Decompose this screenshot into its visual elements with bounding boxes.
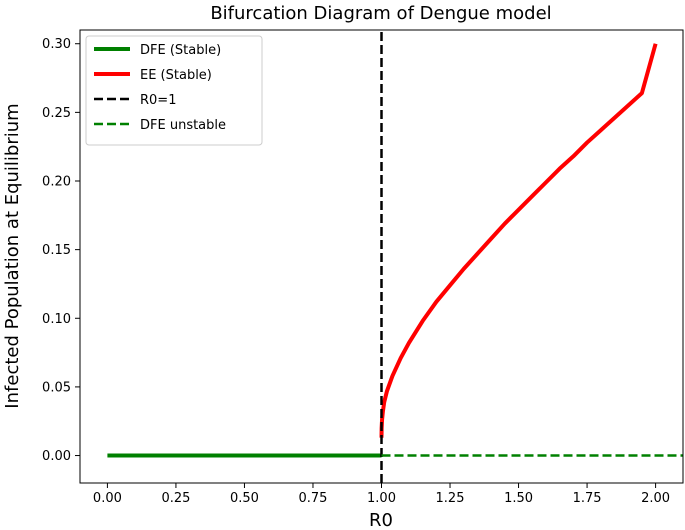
x-tick-label: 1.75	[573, 491, 602, 506]
y-tick-label: 0.10	[42, 312, 71, 327]
x-tick-label: 2.00	[641, 491, 670, 506]
y-tick-label: 0.25	[42, 106, 71, 121]
y-tick-label: 0.05	[42, 380, 71, 395]
x-tick-label: 0.25	[161, 491, 190, 506]
series-line-ee-stable	[379, 43, 658, 438]
x-tick-label: 1.25	[436, 491, 465, 506]
legend: DFE (Stable) EE (Stable) R0=1 DFE unstable	[85, 35, 263, 146]
x-tick-label: 1.00	[367, 491, 396, 506]
x-tick-label: 0.00	[93, 491, 122, 506]
legend-box	[85, 35, 263, 146]
y-axis-label: Infected Population at Equilibrium	[2, 103, 23, 408]
legend-label-dfe-stable: DFE (Stable)	[140, 43, 221, 58]
x-axis-ticks: 0.00 0.25 0.50 0.75 1.00 1.25 1.50 1.75 2.00	[93, 483, 670, 506]
y-tick-label: 0.15	[42, 243, 71, 258]
x-tick-label: 0.50	[230, 491, 259, 506]
series-layer	[107, 30, 683, 483]
legend-label-ee-stable: EE (Stable)	[140, 68, 212, 83]
legend-label-r0-1: R0=1	[140, 93, 176, 108]
legend-label-dfe-unstable: DFE unstable	[140, 118, 226, 133]
chart-title: Bifurcation Diagram of Dengue model	[210, 3, 551, 24]
y-tick-label: 0.00	[42, 449, 71, 464]
y-tick-label: 0.20	[42, 175, 71, 190]
plot-area	[79, 29, 684, 484]
x-tick-label: 1.50	[504, 491, 533, 506]
x-tick-label: 0.75	[299, 491, 328, 506]
y-axis-ticks: 0.00 0.05 0.10 0.15 0.20 0.25 0.30	[42, 37, 80, 464]
x-axis-label: R0	[369, 510, 393, 530]
y-tick-label: 0.30	[42, 37, 71, 52]
